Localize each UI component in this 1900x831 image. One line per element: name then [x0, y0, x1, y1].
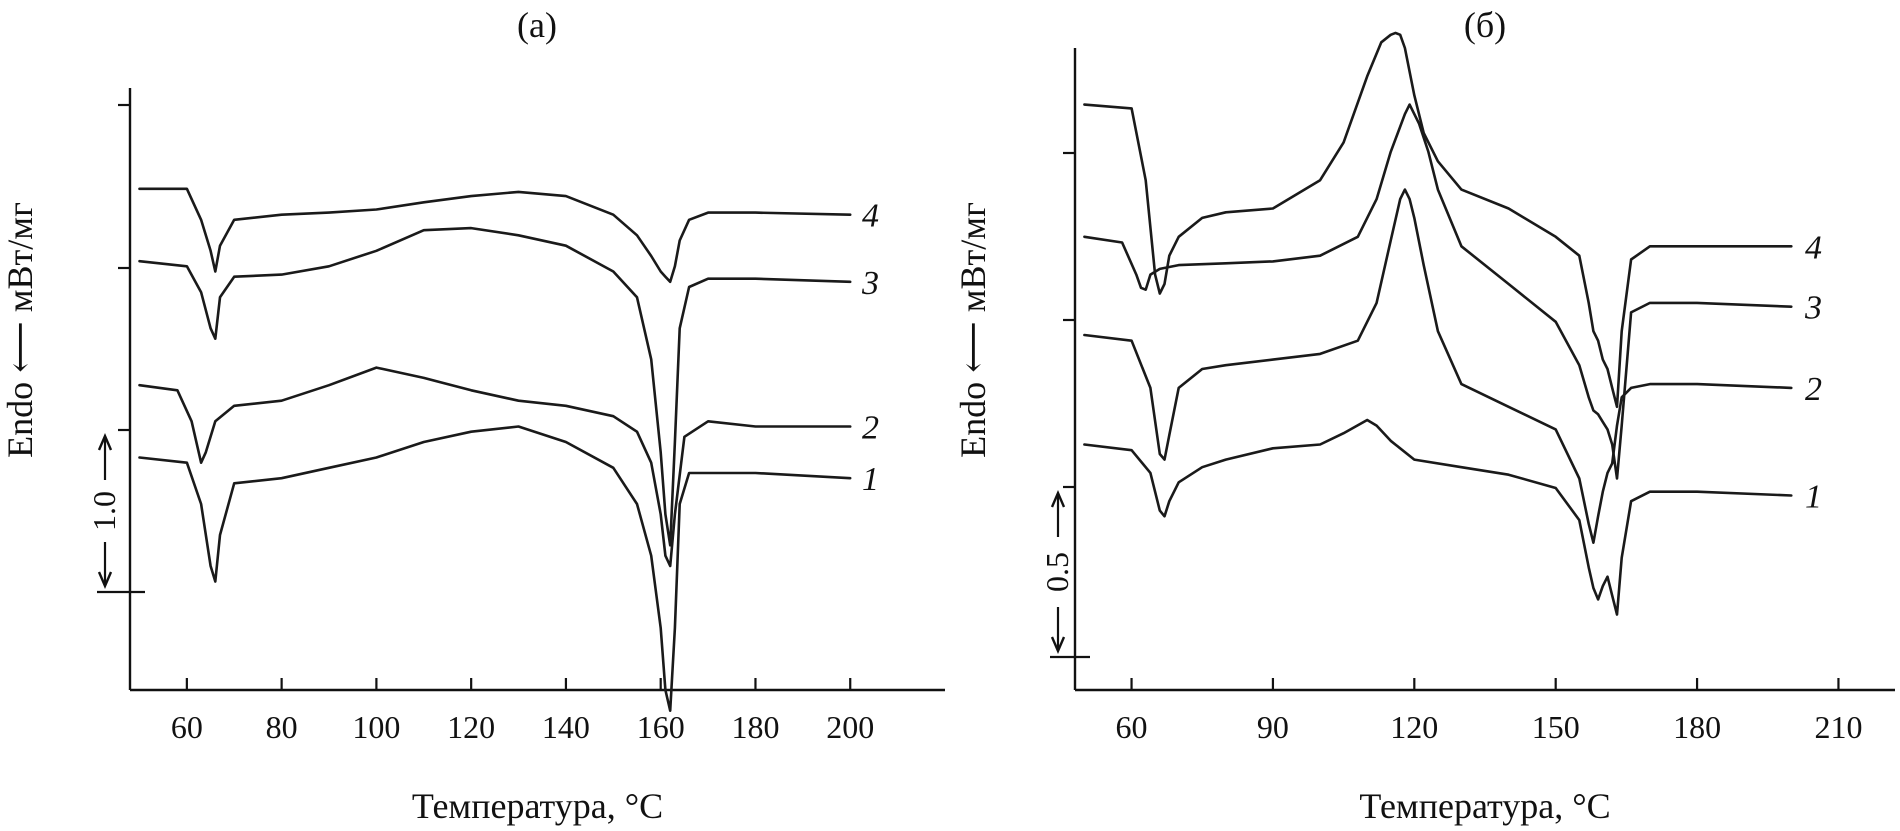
scale-arrowhead-down: [1050, 636, 1066, 655]
x-tick-label: 140: [542, 709, 590, 745]
x-tick-label: 200: [826, 709, 874, 745]
curve-label-4: 4: [1805, 229, 1822, 266]
x-tick-label: 160: [637, 709, 685, 745]
panel-label: (б): [1464, 5, 1506, 45]
x-axis-title: Температура, °C: [1359, 786, 1610, 826]
scale-arrowhead-down: [97, 571, 113, 590]
curve-label-1: 1: [862, 461, 879, 498]
x-axis-title: Температура, °C: [412, 786, 663, 826]
x-tick-label: 60: [171, 709, 203, 745]
curve-label-2: 2: [862, 410, 879, 447]
scale-bar: 1.0: [86, 432, 145, 594]
y-axis-title: Endo ⟵ мВт/мг: [0, 202, 40, 458]
curve-2: [138, 366, 852, 568]
chart-panel-a: (а) 60 80 100 120 140 160 180 200 Температура, °C…: [0, 5, 945, 826]
curve-4: [1083, 31, 1793, 409]
scale-bar: 0.5: [1039, 489, 1090, 659]
x-tick-label: 80: [266, 709, 298, 745]
chart-panel-b: (б) 60 90 120 150 180 210 Температура, °C Endo ⟵…: [953, 5, 1895, 826]
x-tick-label: 180: [731, 709, 779, 745]
x-tick-label: 90: [1257, 709, 1289, 745]
curve-label-3: 3: [1804, 290, 1822, 327]
x-tick-label: 60: [1116, 709, 1148, 745]
curve-4: [138, 187, 852, 284]
scale-arrowhead-up: [1050, 489, 1066, 508]
scale-arrowhead-up: [97, 432, 113, 451]
x-tick-label: 100: [352, 709, 400, 745]
x-tick-label: 210: [1814, 709, 1862, 745]
curve-label-3: 3: [861, 265, 879, 302]
x-tick-label: 120: [1390, 709, 1438, 745]
scale-bar-label: 0.5: [1039, 552, 1075, 592]
curve-1: [138, 425, 852, 712]
curve-2: [1083, 188, 1793, 544]
scale-bar-label: 1.0: [86, 491, 122, 531]
x-tick-label: 180: [1673, 709, 1721, 745]
curve-1: [1083, 418, 1793, 616]
y-axis-title: Endo ⟵ мВт/мг: [953, 202, 993, 458]
curve-label-4: 4: [862, 198, 879, 235]
x-tick-label: 120: [447, 709, 495, 745]
curve-label-2: 2: [1805, 371, 1822, 408]
x-tick-label: 150: [1532, 709, 1580, 745]
curve-3: [138, 226, 852, 547]
curve-label-1: 1: [1805, 479, 1822, 516]
panel-label: (а): [517, 5, 557, 45]
curve-3: [1083, 103, 1793, 480]
